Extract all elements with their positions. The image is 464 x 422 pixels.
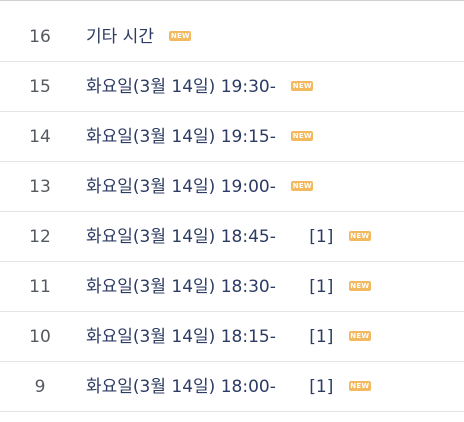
post-number: 15 xyxy=(29,77,51,97)
new-badge-icon: NEW xyxy=(291,180,314,191)
post-row: 11 화요일(3월 14일) 18:30- [1] NEW xyxy=(0,262,464,312)
post-title-link[interactable]: 화요일(3월 14일) 18:30- [1] NEW xyxy=(86,262,371,312)
post-title: 화요일(3월 14일) 19:00- xyxy=(86,177,276,197)
comment-count: [1] xyxy=(309,277,334,297)
post-row: 12 화요일(3월 14일) 18:45- [1] NEW xyxy=(0,212,464,262)
post-title: 기타 시간 xyxy=(86,27,154,47)
post-number: 16 xyxy=(29,27,51,47)
new-badge-icon: NEW xyxy=(348,280,371,291)
post-row: 9 화요일(3월 14일) 18:00- [1] NEW xyxy=(0,362,464,412)
post-title-link[interactable]: 화요일(3월 14일) 18:45- [1] NEW xyxy=(86,212,371,262)
comment-count: [1] xyxy=(309,227,334,247)
post-title: 화요일(3월 14일) 19:15- xyxy=(86,127,276,147)
post-title: 화요일(3월 14일) 18:15- xyxy=(86,327,276,347)
post-row: 16 기타 시간 NEW xyxy=(0,12,464,62)
post-number: 12 xyxy=(29,227,51,247)
post-title: 화요일(3월 14일) 18:45- xyxy=(86,227,276,247)
post-title-link[interactable]: 화요일(3월 14일) 19:15- NEW xyxy=(86,112,314,162)
post-row: 13 화요일(3월 14일) 19:00- NEW xyxy=(0,162,464,212)
post-number: 9 xyxy=(34,377,46,397)
post-row: 15 화요일(3월 14일) 19:30- NEW xyxy=(0,62,464,112)
post-number: 14 xyxy=(29,127,51,147)
post-title-link[interactable]: 화요일(3월 14일) 18:15- [1] NEW xyxy=(86,312,371,362)
post-title-link[interactable]: 화요일(3월 14일) 18:00- [1] NEW xyxy=(86,362,371,412)
comment-count: [1] xyxy=(309,377,334,397)
comment-count: [1] xyxy=(309,327,334,347)
post-title-link[interactable]: 화요일(3월 14일) 19:30- NEW xyxy=(86,62,314,112)
post-title-link[interactable]: 화요일(3월 14일) 19:00- NEW xyxy=(86,162,314,212)
post-number: 13 xyxy=(29,177,51,197)
new-badge-icon: NEW xyxy=(291,80,314,91)
new-badge-icon: NEW xyxy=(169,30,192,41)
post-title: 화요일(3월 14일) 18:30- xyxy=(86,277,276,297)
new-badge-icon: NEW xyxy=(348,330,371,341)
new-badge-icon: NEW xyxy=(348,380,371,391)
new-badge-icon: NEW xyxy=(348,230,371,241)
post-title: 화요일(3월 14일) 18:00- xyxy=(86,377,276,397)
post-title: 화요일(3월 14일) 19:30- xyxy=(86,77,276,97)
post-row: 14 화요일(3월 14일) 19:15- NEW xyxy=(0,112,464,162)
post-row: 10 화요일(3월 14일) 18:15- [1] NEW xyxy=(0,312,464,362)
new-badge-icon: NEW xyxy=(291,130,314,141)
post-number: 10 xyxy=(29,327,51,347)
post-title-link[interactable]: 기타 시간 NEW xyxy=(86,12,192,62)
post-number: 11 xyxy=(29,277,51,297)
